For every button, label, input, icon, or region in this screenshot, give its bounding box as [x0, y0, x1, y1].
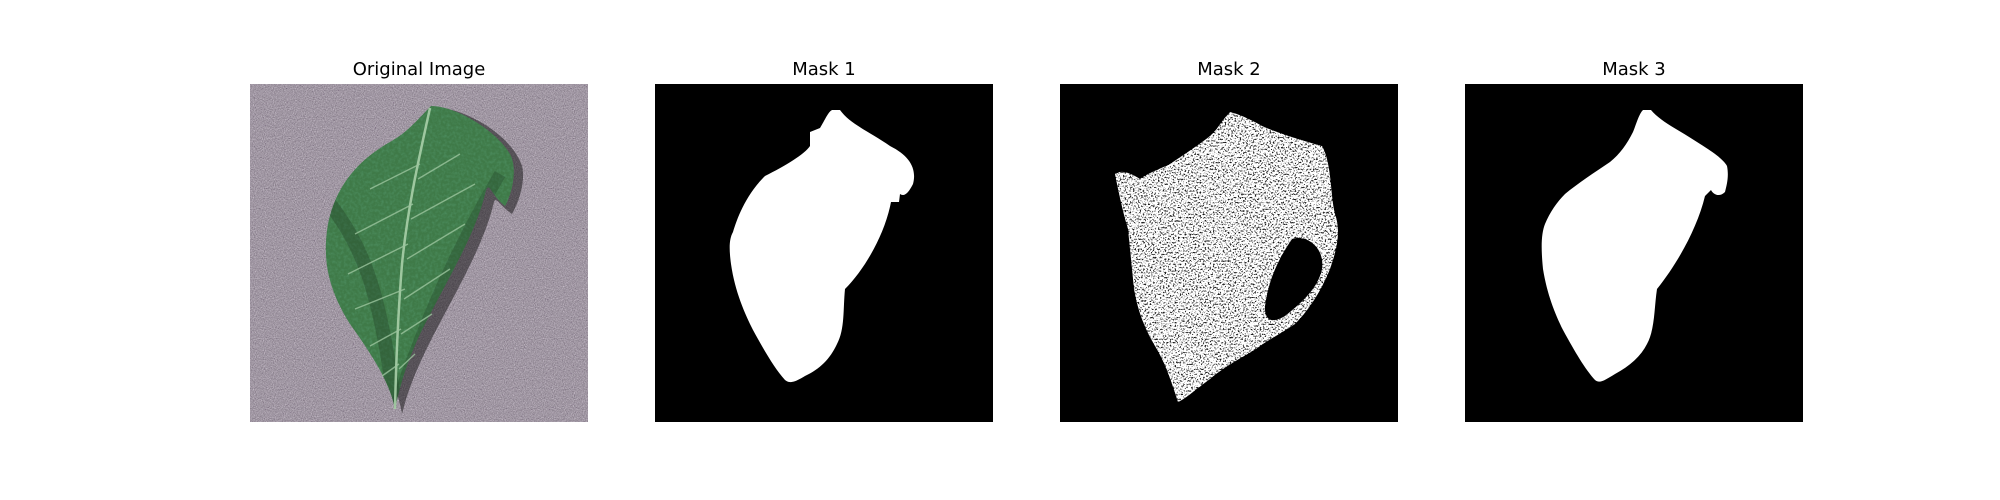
- panel-mask-3: Mask 3: [1465, 58, 1803, 422]
- panel-mask-2: Mask 2: [1060, 58, 1398, 422]
- original-leaf-photo: [250, 84, 588, 422]
- panel-title: Mask 1: [792, 59, 856, 80]
- panel-original-image: Original Image: [250, 58, 588, 422]
- panel-title: Original Image: [352, 59, 486, 80]
- mask-1-image: [655, 84, 993, 422]
- mask-2-image: [1060, 84, 1398, 422]
- mask-3-image: [1465, 84, 1803, 422]
- panel-title: Mask 3: [1602, 59, 1666, 80]
- panel-mask-1: Mask 1: [655, 58, 993, 422]
- panel-title: Mask 2: [1197, 59, 1261, 80]
